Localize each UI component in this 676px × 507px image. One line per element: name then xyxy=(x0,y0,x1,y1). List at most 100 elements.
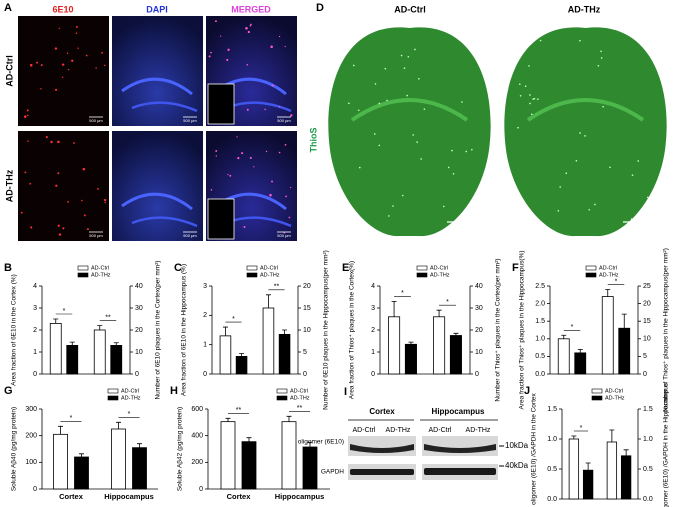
error-bar xyxy=(571,435,577,439)
bar xyxy=(49,322,62,375)
column-header: MERGED xyxy=(231,4,271,14)
plaque-dot xyxy=(271,180,274,183)
micrograph xyxy=(112,131,203,241)
micrograph xyxy=(112,16,203,126)
panel-letter: G xyxy=(4,385,13,397)
tick-label: 5 xyxy=(643,353,647,360)
y-axis-label: Area fraction of 6E10 in the Hippocampus… xyxy=(181,264,188,396)
legend-swatch xyxy=(416,265,428,271)
significance-label: * xyxy=(128,411,131,418)
error-bar xyxy=(69,341,75,346)
x-tick-label: Cortex xyxy=(227,492,252,501)
bar xyxy=(281,421,297,490)
plaque-dot xyxy=(357,109,360,112)
legend-label: AD-Ctrl xyxy=(260,265,278,271)
plaque-dot xyxy=(378,144,381,147)
brain-section xyxy=(328,27,491,237)
legend-swatch xyxy=(276,395,288,401)
tick-label: 20 xyxy=(135,327,143,334)
lane-label: AD-Ctrl xyxy=(353,427,376,434)
bar xyxy=(111,428,126,490)
bar xyxy=(241,441,257,490)
plaque-dot xyxy=(226,58,229,62)
brain-images: 1000 μm 1000 μm xyxy=(328,27,667,237)
western-blot: I Cortex Hippocampus AD-Ctrl AD-THz AD-C… xyxy=(288,386,529,480)
significance-label: ** xyxy=(274,284,280,291)
plaque-dot xyxy=(246,108,249,111)
error-bar xyxy=(436,309,442,317)
scale-bar-label: 500 μm xyxy=(277,233,291,238)
stain-label: ThioS xyxy=(308,128,318,153)
plaque-dot xyxy=(528,65,530,67)
error-bar xyxy=(585,462,591,471)
bar xyxy=(93,329,106,375)
plaque-dot xyxy=(27,114,29,117)
blot-band xyxy=(424,444,496,453)
brain-region xyxy=(350,98,469,122)
tick-label: 0.5 xyxy=(547,466,557,473)
plaque-dot xyxy=(214,20,217,23)
error-bar xyxy=(246,437,252,442)
tick-label: 10 xyxy=(643,336,651,343)
bar xyxy=(574,352,587,375)
bar xyxy=(601,296,614,375)
chart: G Soluble Aβ40 (pg/mg protein) 0 100 200 300 A… xyxy=(4,385,158,501)
plaque-dot xyxy=(416,141,418,143)
brain-section xyxy=(504,27,667,237)
tick-label: 4 xyxy=(33,283,37,290)
error-bar xyxy=(265,294,271,308)
plaque-dot xyxy=(386,99,388,102)
tick-label: 10 xyxy=(475,349,483,356)
bar xyxy=(618,327,631,375)
plaque-dot xyxy=(352,64,355,67)
tick-label: 0 xyxy=(203,371,207,378)
bar xyxy=(220,421,236,490)
tick-label: 0.0 xyxy=(535,371,545,378)
tick-label: 40 xyxy=(135,283,143,290)
bar xyxy=(262,307,275,375)
error-bar xyxy=(408,341,414,345)
plaque-dot xyxy=(414,48,416,51)
plaque-dot xyxy=(250,23,252,26)
plaque-dot xyxy=(227,173,229,176)
tick-label: 1 xyxy=(33,349,37,356)
scale-bar-label: 1000 μm xyxy=(454,227,477,233)
plaque-dot xyxy=(271,84,274,87)
significance-label: * xyxy=(63,308,66,315)
tick-label: 30 xyxy=(475,305,483,312)
plaque-dot xyxy=(71,59,74,62)
plaque-dot xyxy=(215,150,218,152)
y-axis-label: Area fraction of Thios⁺ plaques in the H… xyxy=(519,250,526,409)
tick-label: 4 xyxy=(371,283,375,290)
y-axis-label: Area fraction of 6E10 in the Cortex (%) xyxy=(11,274,18,386)
plaque-dot xyxy=(97,188,99,190)
plaque-dot xyxy=(465,150,468,153)
tick-label: 3 xyxy=(33,305,37,312)
plaque-dot xyxy=(597,65,600,67)
inset xyxy=(207,83,235,125)
bar xyxy=(53,433,68,490)
error-bar xyxy=(453,332,459,336)
plaque-dot xyxy=(461,101,463,103)
plaque-dot xyxy=(229,174,232,177)
plaque-dot xyxy=(584,135,586,137)
legend-swatch xyxy=(77,265,89,271)
plaque-dot xyxy=(62,227,65,230)
error-bar xyxy=(286,415,292,422)
plaque-dot xyxy=(288,216,291,219)
bar xyxy=(388,316,401,375)
plaque-dot xyxy=(374,83,377,85)
plaque-dot xyxy=(247,30,251,34)
legend-swatch xyxy=(591,395,603,401)
row-label: GAPDH xyxy=(321,469,344,476)
bar xyxy=(219,335,232,375)
plaque-dot xyxy=(86,228,89,231)
error-bar xyxy=(577,348,583,353)
plaque-dot xyxy=(237,156,240,160)
plaque-dot xyxy=(471,148,473,151)
bar xyxy=(582,469,594,500)
plaque-dot xyxy=(264,108,266,111)
legend-label: AD-Ctrl xyxy=(121,388,139,394)
error-bar xyxy=(239,353,245,357)
tick-label: 0.0 xyxy=(547,496,557,503)
